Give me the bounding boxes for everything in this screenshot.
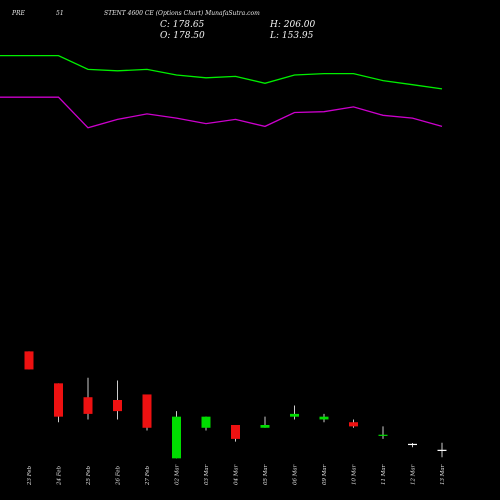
x-tick-label: 09 Mar [322, 464, 328, 485]
candle-10 [290, 405, 299, 420]
candle-body [349, 422, 358, 427]
candle-layer [24, 351, 447, 459]
x-tick-label: 05 Mar [263, 464, 269, 485]
header-suffix: 51 [56, 10, 64, 17]
x-tick-label: 13 Mar [440, 464, 446, 485]
upper-band-line [0, 54, 443, 90]
candle-9 [260, 416, 270, 428]
candle-body [290, 413, 299, 417]
lower-band-line [0, 96, 443, 129]
close-value: C: 178.65 [160, 20, 205, 30]
candle-6 [172, 411, 181, 459]
candle-body [378, 434, 388, 436]
candle-body [54, 383, 63, 417]
candle-body [408, 443, 417, 446]
candle-5 [142, 394, 152, 431]
candle-13 [378, 426, 388, 439]
high-value: H: 206.00 [270, 20, 316, 30]
x-tick-label: 10 Mar [352, 464, 358, 485]
x-tick-label: 24 Feb [57, 465, 63, 486]
candle-15 [437, 442, 447, 458]
candle-body [231, 425, 240, 439]
chart-title: STENT 4600 CE (Options Chart) MunafaSutr… [104, 10, 260, 17]
candle-body [201, 416, 211, 428]
band-layer [0, 54, 443, 129]
x-tick-label: 25 Feb [86, 465, 92, 486]
candle-14 [408, 443, 417, 448]
candle-11 [319, 413, 329, 423]
x-tick-label: 12 Mar [411, 464, 417, 485]
x-tick-label: 06 Mar [293, 464, 299, 485]
candle-body [437, 449, 447, 451]
x-axis-labels: 23 Feb 24 Feb 25 Feb 26 Feb 27 Feb 02 Mar 03 M… [27, 464, 446, 486]
x-tick-label: 02 Mar [175, 464, 181, 485]
header-symbol: PRE [12, 10, 25, 17]
candle-2 [54, 383, 63, 423]
candle-12 [349, 419, 358, 428]
open-value: O: 178.50 [160, 31, 205, 41]
candle-body [172, 416, 181, 459]
candle-body [260, 425, 270, 428]
candle-1 [24, 351, 34, 370]
x-tick-label: 26 Feb [116, 465, 122, 486]
low-value: L: 153.95 [270, 31, 314, 41]
candle-body [319, 416, 329, 420]
x-tick-label: 04 Mar [234, 464, 240, 485]
candle-4 [113, 380, 122, 420]
candle-body [142, 394, 152, 428]
candle-body [24, 351, 34, 370]
x-tick-label: 23 Feb [27, 465, 33, 486]
candle-body [83, 397, 93, 414]
x-tick-label: 03 Mar [204, 464, 210, 485]
candle-body [113, 400, 122, 412]
candle-7 [201, 416, 211, 431]
candle-3 [83, 377, 93, 420]
candle-8 [231, 425, 240, 442]
x-tick-label: 11 Mar [381, 464, 387, 485]
x-tick-label: 27 Feb [145, 465, 151, 486]
